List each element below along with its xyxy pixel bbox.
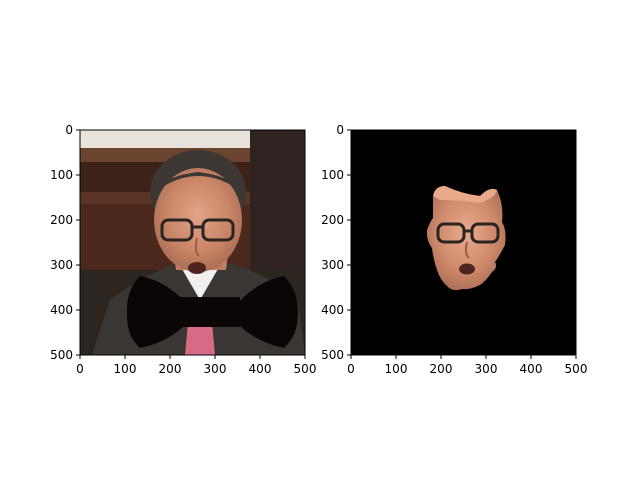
right-image [351,130,576,355]
left-xtick-label: 500 [294,362,317,376]
right-xtick-label: 400 [520,362,543,376]
right-xtick-label: 300 [475,362,498,376]
left-image [80,130,305,355]
left-ytick-label: 200 [50,213,73,227]
right-xtick-label: 100 [385,362,408,376]
left-xtick-label: 200 [159,362,182,376]
left-xtick-label: 100 [114,362,137,376]
left-xtick-label: 400 [249,362,272,376]
right-ytick-label: 400 [321,303,344,317]
left-xtick-label: 0 [76,362,84,376]
left-ytick-label: 0 [65,123,73,137]
left-xtick-label: 300 [204,362,227,376]
right-xtick-label: 0 [347,362,355,376]
left-axes-frame [79,129,306,356]
right-axes-frame [350,129,577,356]
right-ytick-label: 300 [321,258,344,272]
right-ytick-label: 100 [321,168,344,182]
segmented-face [426,186,506,291]
right-xtick-label: 500 [565,362,588,376]
left-ytick-label: 300 [50,258,73,272]
right-ytick-label: 200 [321,213,344,227]
right-ytick-label: 500 [321,348,344,362]
left-ytick-label: 400 [50,303,73,317]
left-ytick-label: 100 [50,168,73,182]
right-ytick-label: 0 [336,123,344,137]
left-ytick-label: 500 [50,348,73,362]
right-xtick-label: 200 [430,362,453,376]
